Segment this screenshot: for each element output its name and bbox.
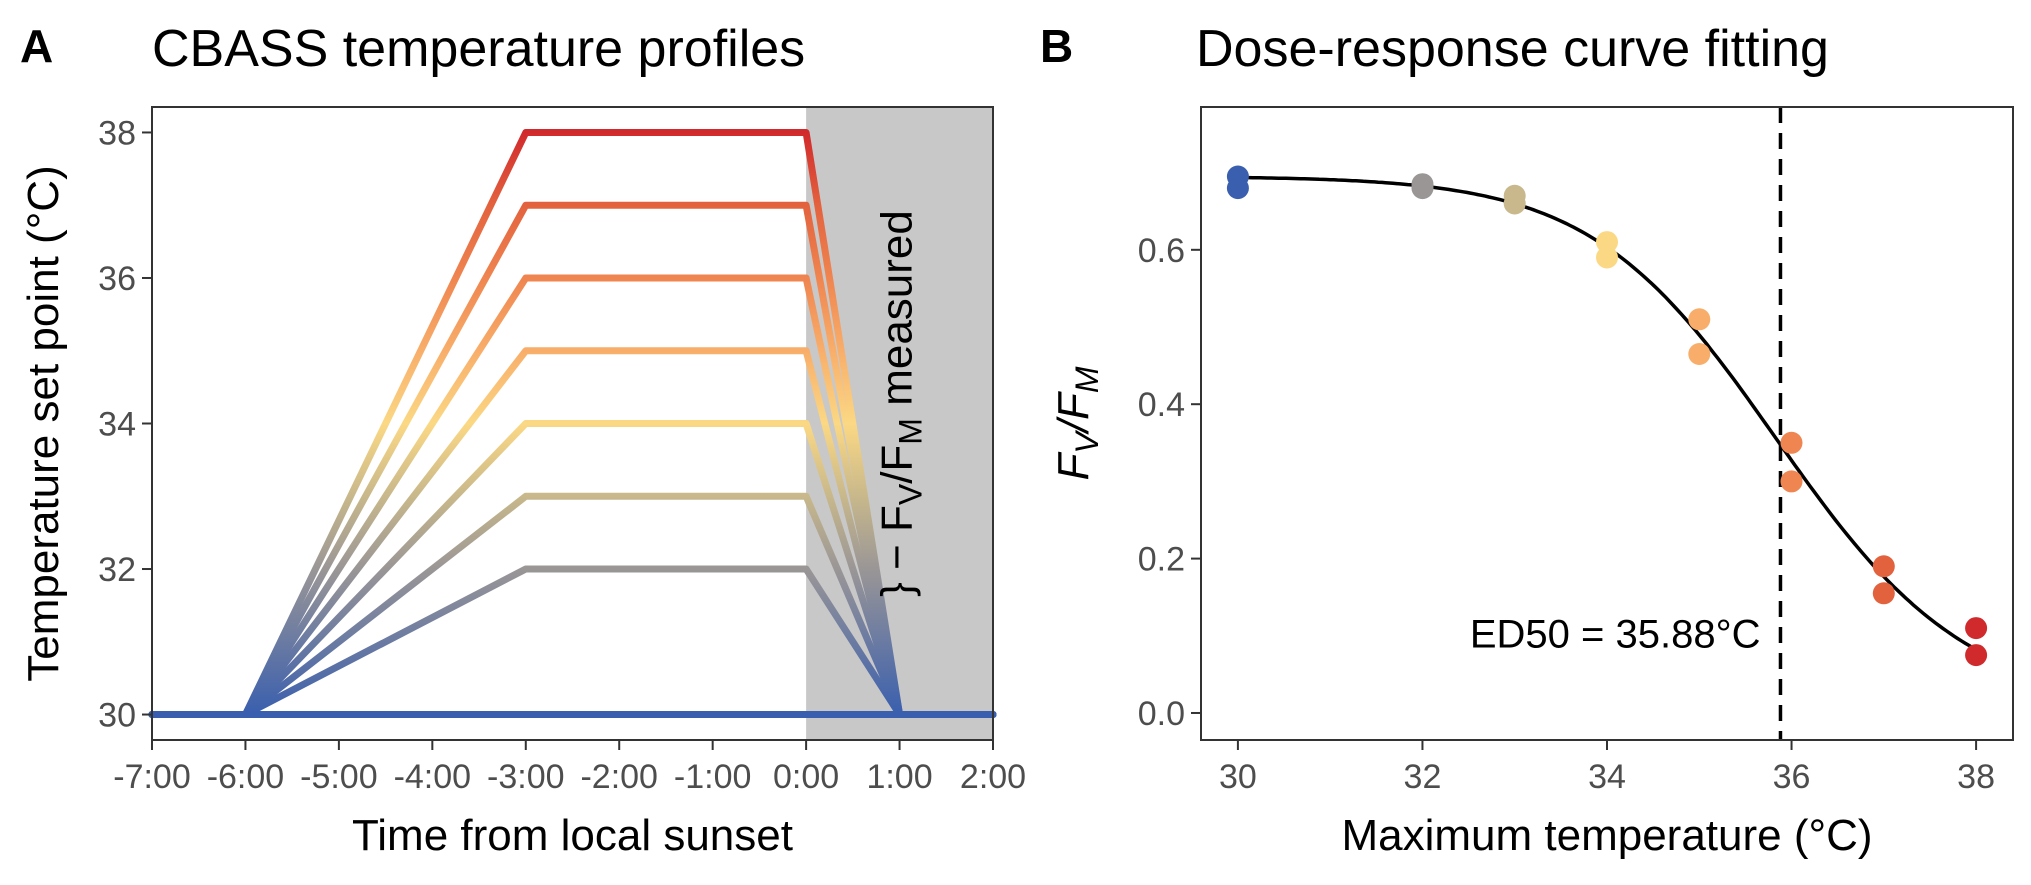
- measurement-label-part: /F: [873, 445, 922, 484]
- x-tick-label: -5:00: [300, 758, 378, 796]
- x-tick-label: 34: [1588, 758, 1626, 796]
- y-tick-label: 0.2: [1138, 541, 1185, 579]
- x-tick-label: 1:00: [866, 758, 932, 796]
- data-point: [1596, 246, 1618, 269]
- data-point: [1872, 582, 1895, 605]
- x-tick-label: -2:00: [580, 758, 658, 796]
- panel-b-letter: B: [1040, 20, 1073, 72]
- y-tick-label: 0.0: [1138, 695, 1185, 733]
- panel-a: A CBASS temperature profiles -7:00 -6:00-…: [19, 20, 1026, 860]
- data-point: [1965, 617, 1988, 640]
- panel-a-title: CBASS temperature profiles: [152, 20, 805, 78]
- x-tick-label: 38: [1957, 758, 1995, 796]
- y-tick-label: 32: [98, 551, 136, 589]
- ed50-label: ED50 = 35.88°C: [1470, 612, 1761, 656]
- y-label-part: V: [1069, 430, 1105, 454]
- data-point: [1872, 555, 1895, 578]
- y-tick-label: 36: [98, 260, 136, 298]
- x-tick-label: -1:00: [674, 758, 752, 796]
- x-tick-label: 30: [1219, 758, 1257, 796]
- panel-a-letter: A: [20, 20, 53, 72]
- panel-b-title: Dose-response curve fitting: [1196, 20, 1829, 78]
- x-tick-label: 36: [1773, 758, 1811, 796]
- y-label-part: M: [1069, 366, 1105, 393]
- data-point: [1688, 343, 1711, 365]
- y-tick-label: 34: [98, 406, 136, 444]
- data-point: [1411, 177, 1434, 200]
- x-tick-label: -4:00: [394, 758, 472, 796]
- panel-b-axes: 30 32 34 36 38 0.0 0.2 0.4 0.6: [1138, 106, 2014, 796]
- x-tick-label: 32: [1404, 758, 1442, 796]
- measurement-label-part: M: [893, 418, 929, 445]
- y-tick-label: 38: [98, 114, 136, 152]
- y-tick-label: 0.4: [1138, 386, 1185, 424]
- measurement-label-part: V: [893, 483, 929, 505]
- data-point: [1226, 177, 1249, 200]
- panel-a-x-axis-label: Time from local sunset: [352, 811, 793, 860]
- x-tick-label: -3:00: [487, 758, 565, 796]
- data-point: [1503, 192, 1526, 215]
- y-tick-label: 30: [98, 697, 136, 735]
- temperature-profile-lines: [148, 129, 997, 718]
- y-tick-label: 0.6: [1138, 232, 1185, 270]
- measurement-label-part: } − F: [873, 505, 922, 597]
- panel-b-y-axis-label: FV/FM: [1049, 366, 1105, 480]
- data-point: [1688, 308, 1711, 331]
- y-label-part: F: [1049, 452, 1098, 481]
- x-tick-label: -6:00: [207, 758, 285, 796]
- x-tick-label: 2:00: [960, 758, 1026, 796]
- data-point: [1780, 431, 1803, 454]
- y-label-part: /F: [1049, 391, 1098, 435]
- panel-a-y-axis-label: Temperature set point (°C): [19, 165, 68, 681]
- panel-b: B Dose-response curve fitting 30 32 34 36 38…: [1040, 20, 2014, 860]
- panel-a-axes: -7:00 -6:00 -5:00 -4:00 -3:00 -2:00 -1:00 0:00 1…: [98, 106, 1026, 796]
- data-point: [1965, 644, 1988, 667]
- measurement-points: [1226, 165, 1988, 667]
- data-point: [1596, 231, 1618, 254]
- data-point: [1780, 470, 1803, 493]
- measurement-label: } − FV/FM measured: [873, 210, 929, 597]
- measurement-label-part: measured: [873, 210, 922, 418]
- x-tick-label: -7:00: [113, 758, 191, 796]
- panel-b-x-axis-label: Maximum temperature (°C): [1341, 811, 1872, 860]
- x-tick-label: 0:00: [773, 758, 839, 796]
